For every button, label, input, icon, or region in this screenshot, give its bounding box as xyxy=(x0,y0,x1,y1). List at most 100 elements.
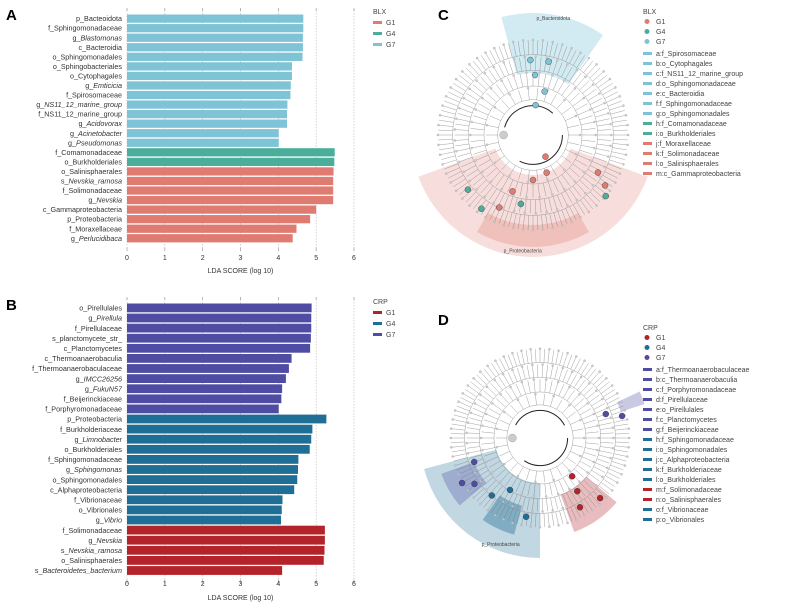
tree-branch xyxy=(570,374,576,385)
tree-branch xyxy=(453,454,466,457)
tree-branch xyxy=(451,429,465,430)
tree-branch xyxy=(452,424,466,426)
tree-branch xyxy=(601,442,614,443)
enriched-node xyxy=(602,182,608,188)
tree-branch xyxy=(615,450,629,452)
tree-branch xyxy=(446,96,459,102)
tree-branch xyxy=(516,384,521,396)
bar xyxy=(127,465,298,474)
tree-node xyxy=(503,224,505,226)
tree-node xyxy=(545,495,547,497)
enriched-node xyxy=(595,170,601,176)
bar xyxy=(127,215,310,223)
tree-node xyxy=(568,470,570,472)
cladogram-legend: BLXG1G4G7a:f_Spirosomaceaeb:o_Cytophagal… xyxy=(643,9,743,178)
tree-branch xyxy=(569,93,579,102)
tree-node xyxy=(614,86,616,88)
tree-branch xyxy=(576,77,585,87)
tree-node xyxy=(571,371,573,373)
bar xyxy=(127,566,282,575)
tree-node xyxy=(490,181,492,183)
tree-node xyxy=(588,492,590,494)
tree-branch xyxy=(492,403,502,411)
bar-label-taxon: Limnobacter xyxy=(82,435,122,444)
tree-branch xyxy=(615,442,629,443)
tree-branch xyxy=(458,113,471,117)
tree-branch xyxy=(575,104,587,111)
clade-legend-entry: m:f_Solimonadaceae xyxy=(656,487,722,494)
tree-node xyxy=(610,145,612,147)
tree-node xyxy=(521,381,523,383)
legend-swatch xyxy=(643,378,652,381)
root-node xyxy=(500,131,508,139)
bar xyxy=(127,110,287,118)
clade-legend-entry: g:o_Sphingomonadales xyxy=(656,111,730,118)
tree-branch xyxy=(612,152,626,155)
tree-node xyxy=(452,418,454,420)
tree-node xyxy=(601,476,603,478)
tree-branch xyxy=(584,420,596,424)
tree-branch xyxy=(500,420,510,424)
x-tick-label: 6 xyxy=(352,581,356,588)
bar xyxy=(127,354,292,363)
tree-branch xyxy=(567,457,576,463)
bar-label: f_Pirellulaceae xyxy=(75,324,122,333)
tree-branch xyxy=(455,410,468,414)
bar xyxy=(127,225,296,233)
tree-node xyxy=(493,221,495,223)
bar-label: o_Pirellulales xyxy=(79,304,122,313)
tree-node xyxy=(461,198,463,200)
tree-node xyxy=(561,43,563,45)
tree-node xyxy=(480,437,482,439)
tree-branch xyxy=(582,140,596,141)
tree-branch xyxy=(458,153,471,157)
tree-node xyxy=(542,228,544,230)
tree-branch xyxy=(544,513,545,527)
tree-node xyxy=(566,204,568,206)
tree-node xyxy=(527,181,529,183)
tree-branch xyxy=(526,396,529,406)
tree-node xyxy=(511,369,513,371)
legend-swatch xyxy=(373,32,382,35)
tree-branch xyxy=(570,420,580,424)
tree-node xyxy=(587,402,589,404)
tree-node xyxy=(596,449,598,451)
bar xyxy=(127,405,279,414)
tree-node xyxy=(450,437,452,439)
panel-letter-a: A xyxy=(6,7,17,24)
tree-node xyxy=(521,493,523,495)
legend-entry: G7 xyxy=(656,39,665,46)
tree-branch xyxy=(606,96,619,102)
tree-branch xyxy=(574,399,584,408)
tree-branch xyxy=(472,122,485,125)
enriched-node xyxy=(496,205,502,211)
tree-node xyxy=(465,432,467,434)
tree-branch xyxy=(439,120,454,122)
tree-node xyxy=(535,56,537,58)
tree-branch xyxy=(491,88,500,98)
tree-node xyxy=(626,144,628,146)
bar xyxy=(127,394,281,403)
tree-branch xyxy=(551,498,553,511)
tree-branch xyxy=(496,399,506,408)
tree-node xyxy=(461,70,463,72)
legend-swatch xyxy=(643,368,652,371)
tree-branch xyxy=(611,110,625,114)
tree-node xyxy=(614,181,616,183)
bar-label-prefix: o_Vibrionales xyxy=(79,506,123,515)
phylum-label: p_Bacteroidota xyxy=(536,16,570,22)
legend-swatch xyxy=(643,518,652,521)
tree-node xyxy=(538,196,540,198)
tree-node xyxy=(486,124,488,126)
bar-label: g_Nevskia xyxy=(88,196,122,205)
tree-node xyxy=(463,171,465,173)
tree-branch xyxy=(528,88,529,100)
tree-node xyxy=(606,407,608,409)
bar-label-prefix: o_Pirellulales xyxy=(79,304,122,313)
tree-node xyxy=(475,159,477,161)
bar xyxy=(127,34,303,42)
tree-node xyxy=(557,381,559,383)
x-tick-label: 1 xyxy=(163,581,167,588)
tree-node xyxy=(603,70,605,72)
